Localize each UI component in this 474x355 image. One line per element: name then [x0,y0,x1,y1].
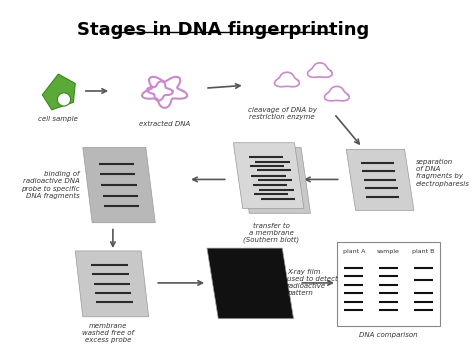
Text: X-ray film
used to detect
radioactive
pattern: X-ray film used to detect radioactive pa… [287,269,337,296]
Text: separation
of DNA
fragments by
electropharesis: separation of DNA fragments by electroph… [416,159,470,186]
Text: binding of
radioactive DNA
probe to specific
DNA fragments: binding of radioactive DNA probe to spec… [21,171,80,199]
Text: sample: sample [377,249,400,254]
Text: Stages in DNA fingerprinting: Stages in DNA fingerprinting [77,21,369,39]
Circle shape [57,93,71,106]
Text: cleavage of DNA by
restriction enzyme: cleavage of DNA by restriction enzyme [248,107,317,120]
Text: cell sample: cell sample [38,116,78,122]
Polygon shape [346,149,414,211]
Polygon shape [240,147,310,213]
Text: plant A: plant A [343,249,365,254]
Text: transfer to
a membrane
(Southern blott): transfer to a membrane (Southern blott) [243,223,299,243]
Text: plant B: plant B [412,249,435,254]
Polygon shape [233,143,304,209]
Polygon shape [42,74,75,110]
Text: DNA comparison: DNA comparison [359,332,418,338]
Text: extracted DNA: extracted DNA [139,121,190,127]
Polygon shape [83,147,155,223]
Text: membrane
washed free of
excess probe: membrane washed free of excess probe [82,323,134,343]
Polygon shape [207,248,293,319]
Polygon shape [75,251,149,317]
Bar [337,241,440,326]
